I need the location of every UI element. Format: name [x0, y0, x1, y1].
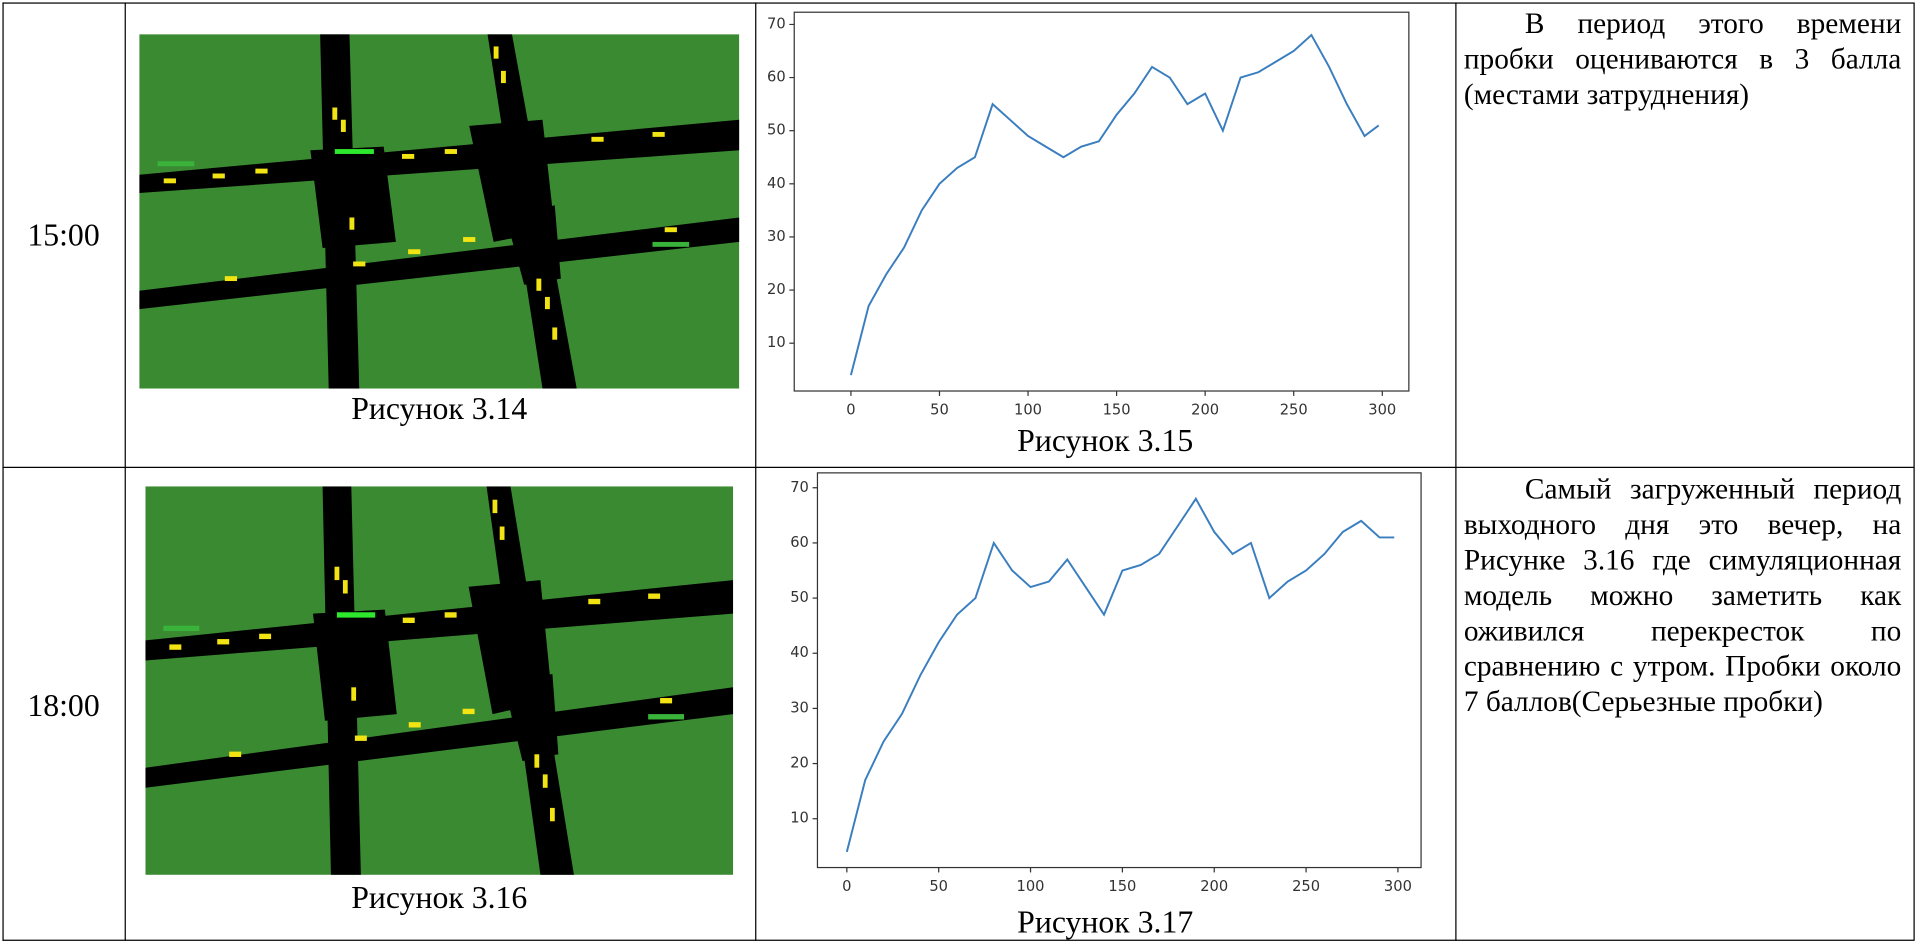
x-tick-label: 100 [1014, 402, 1042, 419]
x-tick-label: 50 [930, 402, 949, 419]
table-border [2, 2, 1914, 4]
table-border [1455, 2, 1457, 941]
y-tick-label: 50 [767, 122, 786, 139]
y-tick-label: 30 [767, 228, 786, 245]
row-text: Самый загруженный период выходного дня э… [1463, 474, 1902, 719]
x-tick-label: 50 [929, 878, 948, 895]
table-border [1913, 2, 1915, 941]
x-tick-label: 300 [1368, 402, 1396, 419]
figure-caption: Рисунок 3.14 [351, 391, 528, 427]
x-tick-label: 150 [1103, 402, 1131, 419]
line-chart: 10 20 30 40 50 60 70 0 50 100 150 200 250 300 [767, 11, 1410, 419]
x-tick-label: 150 [1108, 878, 1136, 895]
x-tick-label: 250 [1292, 878, 1320, 895]
x-tick-label: 0 [842, 878, 851, 895]
table-border [755, 2, 757, 941]
table-border [124, 2, 126, 941]
y-tick-label: 20 [790, 755, 809, 772]
y-tick-label: 50 [790, 589, 809, 606]
table-border [2, 2, 4, 941]
y-tick-label: 20 [767, 281, 786, 298]
data-line [849, 33, 1380, 376]
x-tick-label: 100 [1017, 878, 1045, 895]
y-tick-label: 70 [767, 15, 786, 32]
simulation-image [139, 34, 740, 389]
y-tick-label: 10 [767, 334, 786, 351]
y-tick-label: 40 [790, 644, 809, 661]
chart-caption: Рисунок 3.15 [1017, 422, 1194, 459]
plot-frame [816, 472, 1422, 869]
table-border [2, 466, 1914, 468]
x-tick-label: 250 [1280, 402, 1308, 419]
y-tick-label: 70 [790, 479, 809, 496]
y-tick-label: 60 [790, 534, 809, 551]
simulation-scene [139, 34, 740, 389]
chart-caption: Рисунок 3.17 [1017, 904, 1194, 940]
line-chart: 10 20 30 40 50 60 70 0 50 100 150 200 250 300 [790, 472, 1422, 895]
table-border [2, 939, 1914, 941]
x-tick-label: 200 [1200, 878, 1228, 895]
plot-frame [793, 11, 1410, 392]
x-tick-label: 0 [846, 402, 855, 419]
simulation-scene [145, 486, 734, 875]
x-tick-label: 200 [1191, 402, 1219, 419]
time-label: 18:00 [27, 687, 100, 724]
y-tick-label: 60 [767, 69, 786, 86]
figure-caption: Рисунок 3.16 [351, 879, 528, 916]
y-tick-label: 10 [790, 810, 809, 827]
x-tick-label: 300 [1384, 878, 1412, 895]
simulation-image [145, 486, 734, 875]
data-line [845, 496, 1395, 853]
row-text: В период этого времени пробки оцениваютс… [1463, 8, 1902, 112]
y-tick-label: 40 [767, 175, 786, 192]
y-tick-label: 30 [790, 699, 809, 716]
time-label: 15:00 [27, 217, 100, 253]
